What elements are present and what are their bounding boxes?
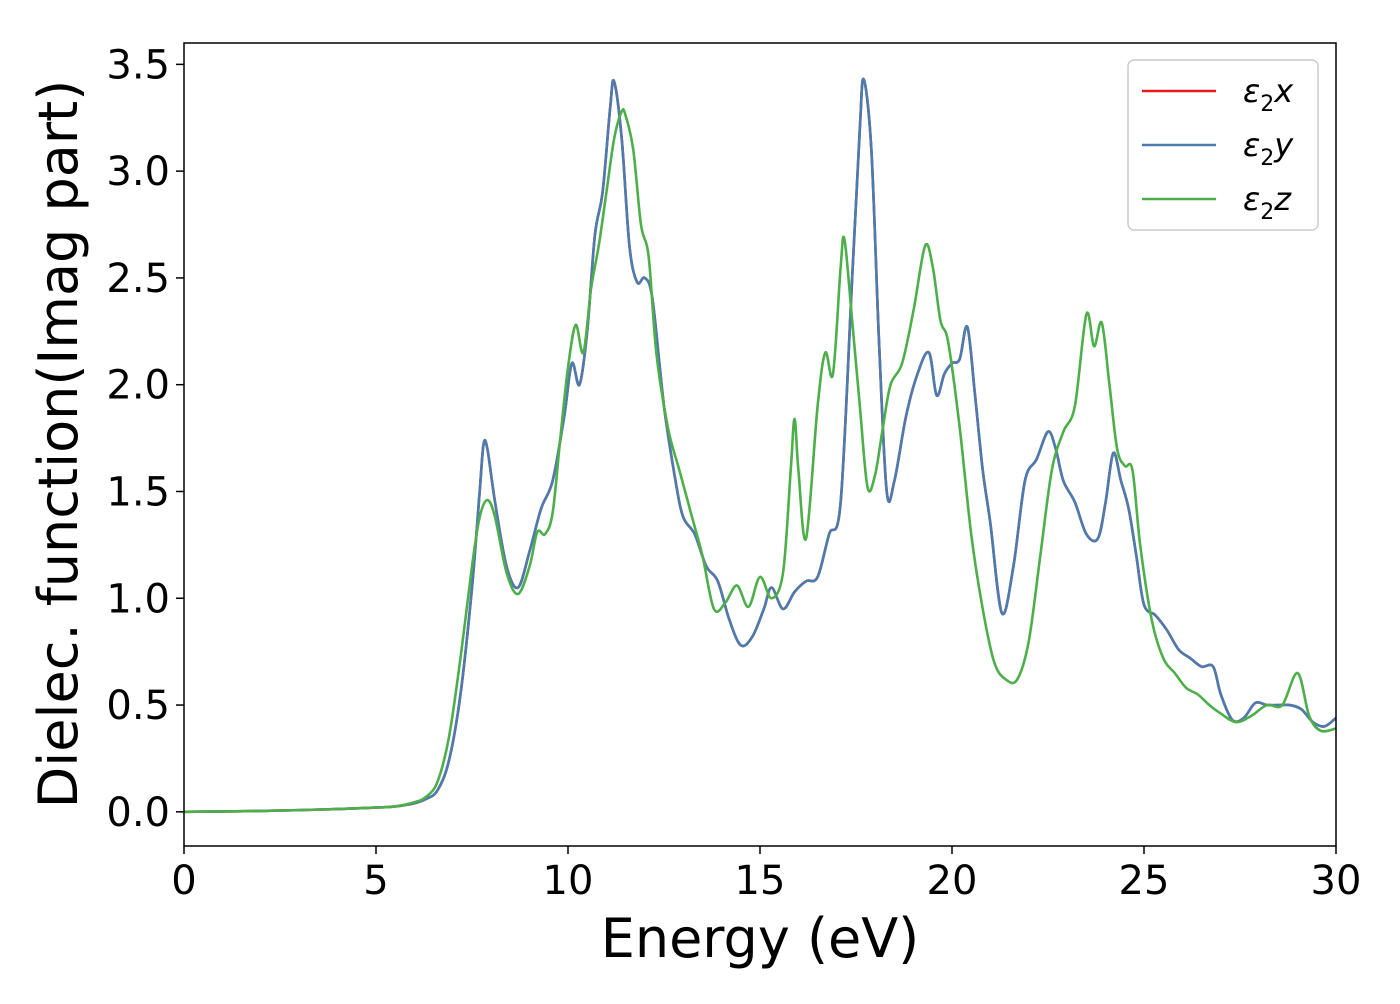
y-tick-label: 1.0 [106,576,170,622]
y-tick-label: 3.0 [106,149,170,195]
x-tick-label: 10 [543,858,594,904]
y-axis-ticks: 0.0 0.5 1.0 1.5 2.0 2.5 3.0 3.5 [106,42,184,836]
x-axis-title: Energy (eV) [601,907,920,970]
x-tick-label: 0 [171,858,196,904]
x-tick-label: 25 [1119,858,1170,904]
series-line-y [184,77,1336,814]
y-axis-title: Dielec. function(Imag part) [27,80,90,809]
legend-label-x: ε2x [1243,72,1294,117]
legend-box [1127,59,1319,231]
plot-lines [184,77,1336,814]
y-tick-label: 0.0 [106,790,170,836]
y-tick-label: 2.0 [106,363,170,409]
series-line-z [184,107,1336,814]
x-tick-label: 20 [927,858,978,904]
legend-label-y: ε2y [1243,126,1294,171]
x-axis-ticks: 0 5 10 15 20 25 30 [171,846,1361,904]
x-tick-label: 30 [1311,858,1362,904]
legend: ε2x ε2y ε2z [1127,59,1319,231]
x-tick-label: 5 [363,858,388,904]
y-tick-label: 1.5 [106,469,170,515]
x-tick-label: 15 [735,858,786,904]
y-tick-label: 2.5 [106,256,170,302]
y-tick-label: 3.5 [106,42,170,88]
legend-label-z: ε2z [1243,180,1292,225]
y-tick-label: 0.5 [106,683,170,729]
